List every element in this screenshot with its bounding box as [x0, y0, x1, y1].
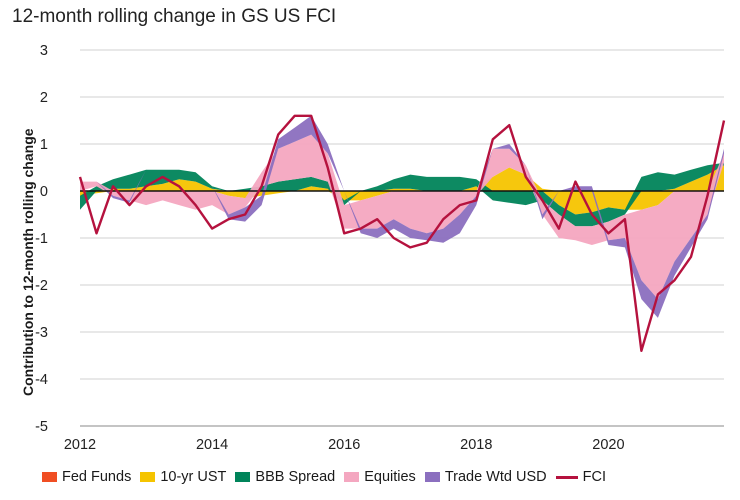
legend-item-fed-funds: Fed Funds — [42, 469, 131, 485]
legend-label: 10-yr UST — [160, 469, 227, 485]
legend-swatch — [555, 475, 578, 479]
x-tick-label: 2012 — [64, 437, 96, 453]
x-tick-label: 2018 — [460, 437, 492, 453]
area-bbb-spread — [80, 162, 724, 227]
y-tick-label: -2 — [35, 278, 48, 294]
x-tick-label: 2014 — [196, 437, 228, 453]
area-equities — [80, 134, 724, 300]
legend-label: Trade Wtd USD — [444, 469, 547, 485]
chart-title: 12-month rolling change in GS US FCI — [12, 6, 337, 27]
legend-item-bbb-spread: BBB Spread — [235, 469, 335, 485]
y-tick-label: -1 — [35, 231, 48, 247]
legend-swatch — [235, 472, 251, 482]
x-tick-label: 2020 — [592, 437, 624, 453]
y-tick-label: 2 — [40, 90, 48, 106]
legend-swatch — [42, 472, 57, 482]
area-10-yr-ust — [80, 165, 724, 215]
y-tick-label: -3 — [35, 325, 48, 341]
legend-swatch — [424, 472, 440, 482]
y-tick-label: 3 — [40, 43, 48, 59]
legend-label: Fed Funds — [62, 469, 132, 485]
chart-area: -5 -4 -3 -2 -1 0 1 2 3 2012 2014 2016 2018 2020 — [35, 43, 726, 453]
x-tick-label: 2016 — [328, 437, 360, 453]
y-tick-label: -4 — [35, 372, 48, 388]
fci-line — [78, 114, 726, 352]
legend-label: Equities — [364, 469, 416, 485]
legend-item-10-yr-ust: 10-yr UST — [140, 469, 226, 485]
area-trade-wtd-usd — [80, 115, 724, 318]
legend-item-trade-wtd-usd: Trade Wtd USD — [424, 469, 547, 485]
y-tick-label: 1 — [40, 137, 48, 153]
legend-swatch — [344, 472, 360, 482]
legend-label: BBB Spread — [255, 469, 336, 485]
y-tick-label: -5 — [35, 419, 48, 435]
legend-swatch — [140, 472, 156, 482]
legend-item-equities: Equities — [344, 469, 416, 485]
y-tick-label: 0 — [40, 184, 48, 200]
legend: Fed Funds 10-yr UST BBB Spread Equities Trad… — [42, 469, 615, 485]
legend-item-fci: FCI — [555, 469, 606, 485]
legend-label: FCI — [582, 469, 606, 485]
